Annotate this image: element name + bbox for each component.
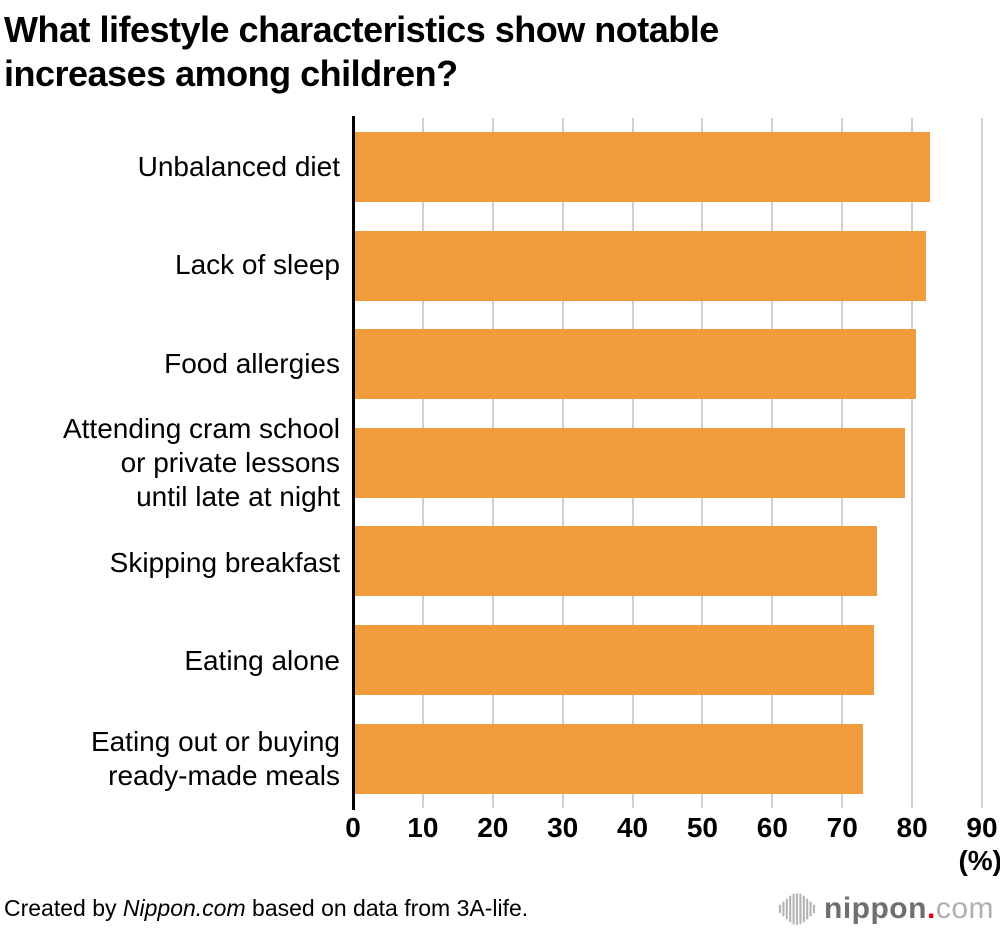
x-tick-label: 40 <box>616 811 649 843</box>
nippon-logo: nippon.com <box>776 888 994 930</box>
x-tick-label: 30 <box>547 811 579 843</box>
y-axis-line <box>352 115 355 810</box>
category-label-line: or private lessons <box>120 447 340 479</box>
category-label-line: Eating alone <box>184 644 340 676</box>
category-label: Lack of sleep <box>0 216 340 314</box>
credit-prefix: Created by <box>4 895 123 922</box>
bar <box>353 329 916 400</box>
credit-source: Nippon.com <box>122 895 246 922</box>
x-tick-label: 70 <box>826 811 858 843</box>
chart-title-line1: What lifestyle characteristics show nota… <box>4 9 719 50</box>
category-label-line: Eating out or buying <box>90 726 340 758</box>
bar-row <box>353 315 982 414</box>
x-tick-label: 90 <box>966 811 998 843</box>
bar-row <box>353 216 982 315</box>
category-label-line: until late at night <box>136 480 340 512</box>
bars <box>353 118 982 808</box>
category-label-line: ready-made meals <box>108 759 340 791</box>
chart-title: What lifestyle characteristics show nota… <box>0 0 1000 96</box>
bar <box>353 526 878 597</box>
x-tick-label: 60 <box>756 811 788 843</box>
x-tick-label: 80 <box>896 811 928 843</box>
chart-title-line2: increases among children? <box>4 52 458 94</box>
bar-row <box>353 709 982 808</box>
category-label-line: Unbalanced diet <box>137 151 340 183</box>
category-label: Skipping breakfast <box>0 513 340 611</box>
soundwave-icon <box>778 892 816 925</box>
bar-row <box>353 118 982 217</box>
bar-row <box>353 611 982 710</box>
category-label-line: Attending cram school <box>62 413 340 445</box>
plot-area <box>352 115 983 810</box>
credit-suffix: based on data from 3A-life. <box>245 895 529 922</box>
logo-name: nippon <box>824 891 927 925</box>
x-tick-label: 50 <box>686 811 719 843</box>
logo-tld: com <box>935 891 994 925</box>
x-tick-label: 0 <box>345 811 361 843</box>
bar <box>353 132 930 203</box>
gridline <box>911 117 914 808</box>
category-label-line: Lack of sleep <box>175 249 340 281</box>
category-label: Eating out or buying ready-made meals <box>0 710 340 808</box>
bar <box>353 427 906 498</box>
x-tick-label: 20 <box>477 811 509 843</box>
category-labels: Unbalanced diet Lack of sleep Food allergi… <box>0 118 353 808</box>
category-label: Eating alone <box>0 611 340 709</box>
category-label: Attending cram school or private lessons u… <box>0 412 340 513</box>
nippon-logo-text: nippon.com <box>824 892 994 926</box>
category-label: Food allergies <box>0 314 340 412</box>
bar <box>353 230 927 301</box>
footer: Created by Nippon.com based on data from… <box>0 888 1000 930</box>
x-tick-label: 10 <box>407 811 439 843</box>
credit-text: Created by Nippon.com based on data from… <box>4 895 528 922</box>
bar-chart: Unbalanced diet Lack of sleep Food allergi… <box>0 115 1000 810</box>
bar-row <box>353 414 982 513</box>
bar-row <box>353 512 982 611</box>
gridline <box>981 117 983 808</box>
category-label-line: Skipping breakfast <box>109 546 340 578</box>
x-axis-ticks: (%) 0 10 20 30 40 50 60 70 80 90 <box>345 808 1000 880</box>
category-label-line: Food allergies <box>164 347 340 379</box>
x-axis-unit-label: (%) <box>958 844 1000 876</box>
bar <box>353 624 874 695</box>
category-label: Unbalanced diet <box>0 118 340 216</box>
logo-dot: . <box>926 891 936 925</box>
bar <box>353 723 864 794</box>
